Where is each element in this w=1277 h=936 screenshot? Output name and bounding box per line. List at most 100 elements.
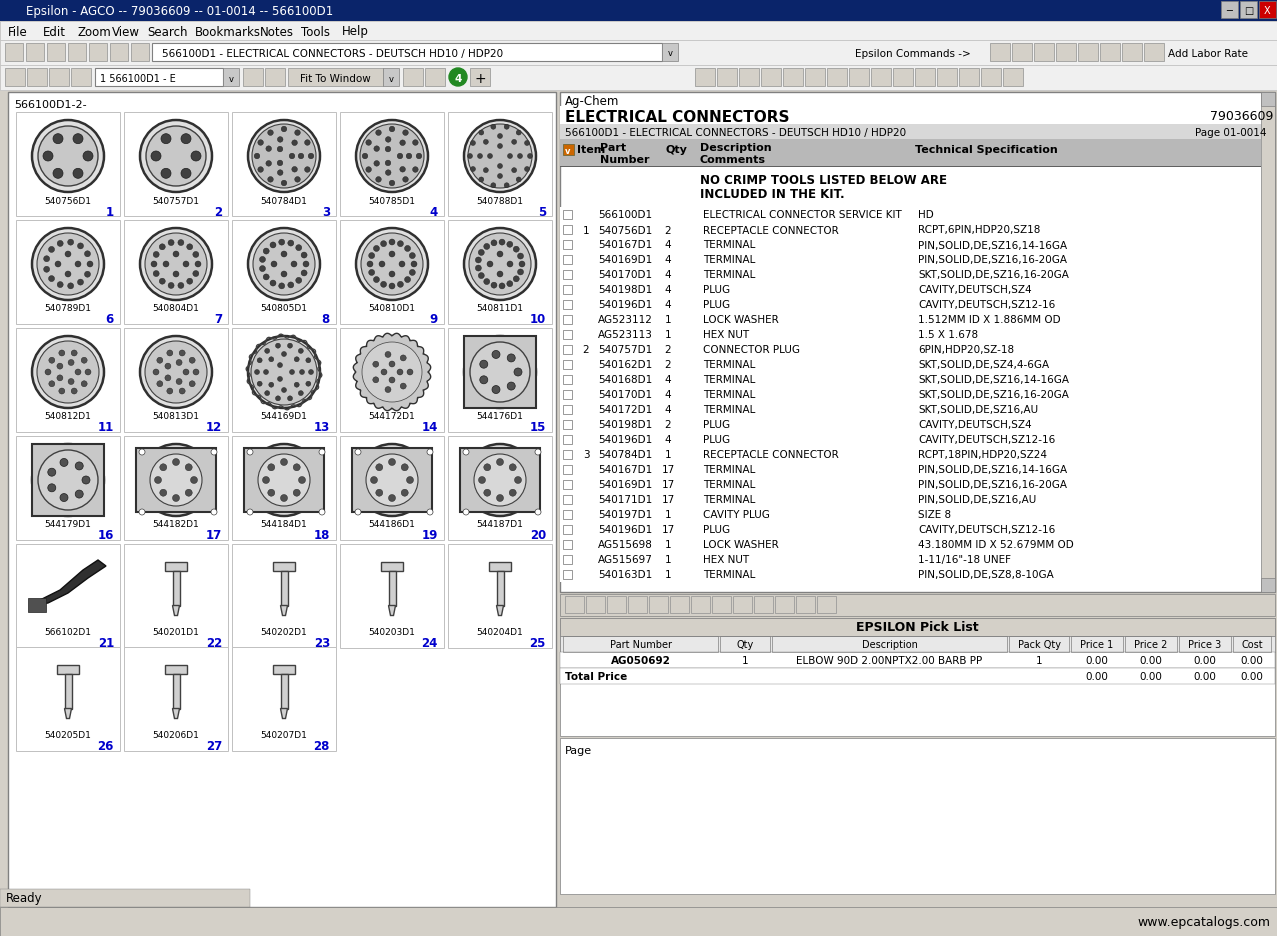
Bar [981,69,1001,87]
Text: 540788D1: 540788D1 [476,197,524,205]
Circle shape [470,343,530,402]
Text: 2: 2 [665,360,672,370]
Bar [563,405,572,415]
Bar [561,619,1274,636]
Text: 2: 2 [213,205,222,218]
Text: 2: 2 [582,345,589,355]
Circle shape [259,257,266,263]
Text: 540756D1: 540756D1 [598,226,653,235]
Text: 540167D1: 540167D1 [598,465,653,475]
Circle shape [467,124,533,189]
Text: RCPT,18PIN,HDP20,SZ24: RCPT,18PIN,HDP20,SZ24 [918,450,1047,460]
Circle shape [517,254,524,260]
Text: Part Number: Part Number [609,639,672,650]
Circle shape [172,271,179,278]
Bar [172,571,180,606]
Text: Part: Part [600,143,626,153]
Circle shape [384,388,391,393]
Bar [340,436,444,540]
Circle shape [427,449,433,456]
Circle shape [484,140,488,145]
Circle shape [381,282,387,288]
Circle shape [498,135,503,139]
Text: 4: 4 [665,435,672,445]
Circle shape [78,243,83,250]
Circle shape [507,262,513,268]
Circle shape [373,377,379,384]
Bar [1234,636,1271,652]
Text: v: v [388,75,393,83]
Circle shape [193,271,199,277]
Text: 1 566100D1 - E: 1 566100D1 - E [100,74,176,84]
Bar [0,22,1277,41]
Circle shape [253,234,315,296]
Circle shape [38,450,98,510]
Polygon shape [172,709,180,719]
Circle shape [165,364,171,370]
Circle shape [470,168,475,172]
Circle shape [47,484,56,492]
Circle shape [65,271,72,278]
Circle shape [400,168,405,173]
Bar [47,44,65,62]
Bar [32,445,103,517]
Text: 8: 8 [322,314,329,326]
Bar [805,69,825,87]
Text: 540810D1: 540810D1 [369,304,415,314]
Circle shape [68,360,74,366]
Text: Help: Help [342,25,369,38]
Text: TERMINAL: TERMINAL [704,405,756,415]
Circle shape [60,459,68,467]
Circle shape [365,140,372,146]
Text: CAVITY,DEUTSCH,SZ4: CAVITY,DEUTSCH,SZ4 [918,285,1032,295]
Circle shape [411,262,418,268]
Circle shape [179,351,185,357]
Circle shape [73,135,83,144]
Text: X: X [1264,6,1271,16]
Bar [561,447,1260,462]
Bar [65,674,72,709]
Circle shape [153,370,160,375]
Bar [266,69,285,87]
Circle shape [356,445,428,517]
Circle shape [513,276,520,283]
Circle shape [499,284,504,289]
Text: 4: 4 [455,73,462,83]
Bar [232,545,336,649]
Text: TERMINAL: TERMINAL [704,390,756,400]
Text: 6: 6 [106,314,114,326]
Bar [563,525,572,534]
Text: 43.180MM ID X 52.679MM OD: 43.180MM ID X 52.679MM OD [918,540,1074,550]
Bar [352,448,432,512]
Circle shape [397,241,404,247]
Text: 19: 19 [421,529,438,542]
Circle shape [400,384,406,389]
Circle shape [375,490,383,497]
Text: 3: 3 [582,450,589,460]
Text: Cost: Cost [1241,639,1263,650]
Bar [561,139,1260,168]
Circle shape [140,337,212,408]
Circle shape [185,464,193,471]
Text: 540757D1: 540757D1 [598,345,653,355]
Circle shape [193,252,199,258]
Bar [561,298,1260,313]
Text: 4: 4 [665,256,672,265]
Text: 1: 1 [106,205,114,218]
Circle shape [291,262,298,268]
Text: SKT,SOLID,DE,SZ16,14-16GA: SKT,SOLID,DE,SZ16,14-16GA [918,375,1069,385]
Bar [720,636,770,652]
Bar [561,238,1260,253]
Text: 566100D1 - ELECTRICAL CONNECTORS - DEUTSCH HD10 / HDP20: 566100D1 - ELECTRICAL CONNECTORS - DEUTS… [162,49,503,59]
Bar [381,562,404,571]
Bar [172,674,180,709]
Text: 2: 2 [665,420,672,430]
Circle shape [361,234,423,296]
Bar [561,537,1260,552]
Bar [563,241,572,250]
Bar [388,571,396,606]
Text: 540205D1: 540205D1 [45,731,92,739]
Circle shape [257,382,262,387]
Text: 25: 25 [530,636,547,650]
Text: PIN,SOLID,DE,SZ16,14-16GA: PIN,SOLID,DE,SZ16,14-16GA [918,465,1068,475]
